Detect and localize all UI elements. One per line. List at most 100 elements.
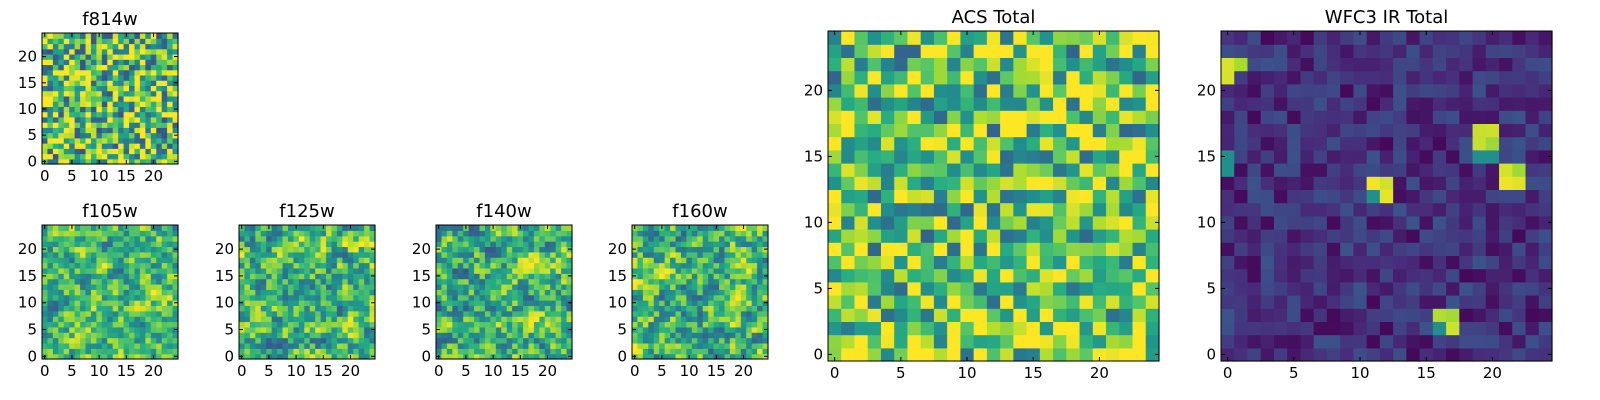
heatmap-cell <box>1106 255 1120 270</box>
heatmap-cell <box>479 348 486 355</box>
heatmap-cell <box>533 326 540 333</box>
heatmap-cell <box>118 33 125 39</box>
heatmap-cell <box>746 337 753 344</box>
heatmap-cell <box>757 321 764 328</box>
heatmap-cell <box>441 316 448 323</box>
heatmap-cell <box>828 268 842 283</box>
heatmap-cell <box>561 267 568 274</box>
heatmap-cell <box>1459 242 1474 256</box>
heatmap-cell <box>1066 123 1081 138</box>
heatmap-cell <box>161 310 168 317</box>
heatmap-cell <box>63 158 70 165</box>
heatmap-cell <box>1340 334 1354 349</box>
heatmap-cell <box>490 294 497 301</box>
heatmap-cell <box>664 246 671 253</box>
heatmap-cell <box>920 281 935 296</box>
heatmap-cell <box>277 305 284 312</box>
heatmap-cell <box>1485 44 1500 58</box>
heatmap-cell <box>364 273 371 280</box>
heatmap-cell <box>156 101 163 107</box>
heatmap-cell <box>523 289 530 296</box>
heatmap-cell <box>47 251 54 258</box>
heatmap-cell <box>156 158 163 165</box>
heatmap-cell <box>1366 176 1381 190</box>
heatmap-cell <box>304 294 311 301</box>
heatmap-cell <box>369 294 376 301</box>
heatmap-cell <box>107 267 114 274</box>
heatmap-cell <box>1472 229 1487 243</box>
heatmap-cell <box>58 85 65 92</box>
heatmap-cell <box>167 235 174 242</box>
heatmap-cell <box>364 300 371 306</box>
heatmap-cell <box>63 300 70 306</box>
heatmap-cell <box>42 38 49 45</box>
heatmap-cell <box>1221 97 1235 111</box>
heatmap-cell <box>740 251 747 258</box>
heatmap-cell <box>1459 229 1474 243</box>
heatmap-cell <box>702 251 709 258</box>
heatmap-cell <box>697 230 704 237</box>
heatmap-cell <box>1499 229 1513 243</box>
heatmap-cell <box>680 289 687 296</box>
heatmap-cell <box>134 69 141 76</box>
heatmap-cell <box>670 316 677 323</box>
heatmap-cell <box>484 305 491 312</box>
x-tick-label: 10 <box>680 362 699 380</box>
heatmap-cell <box>156 257 163 264</box>
heatmap-cell <box>653 278 660 285</box>
heatmap-cell <box>457 273 464 280</box>
heatmap-cell <box>364 241 371 248</box>
heatmap-cell <box>653 246 660 253</box>
heatmap-cell <box>517 310 524 317</box>
heatmap-cell <box>331 353 338 360</box>
heatmap-cell <box>724 289 731 296</box>
heatmap-cell <box>107 143 114 149</box>
heatmap-cell <box>1300 321 1315 336</box>
heatmap-cell <box>533 337 540 344</box>
heatmap-cell <box>85 101 92 107</box>
heatmap-cell <box>495 273 502 280</box>
heatmap-cell <box>973 202 988 217</box>
heatmap-cell <box>702 294 709 301</box>
heatmap-cell <box>854 176 869 190</box>
heatmap-cell <box>986 308 1001 322</box>
heatmap-cell <box>1326 321 1341 336</box>
heatmap-cell <box>315 278 322 285</box>
heatmap-cell <box>1512 281 1527 296</box>
heatmap-cell <box>85 289 92 296</box>
heatmap-cell <box>659 294 666 301</box>
heatmap-cell <box>757 348 764 355</box>
heatmap-cell <box>757 326 764 333</box>
heatmap-cell <box>1472 97 1487 111</box>
heatmap-cell <box>1379 347 1394 362</box>
heatmap-cell <box>134 74 141 81</box>
heatmap-cell <box>63 43 70 50</box>
heatmap-cell <box>58 158 65 165</box>
y-tick-label: 15 <box>1197 147 1216 165</box>
heatmap-cell <box>746 316 753 323</box>
heatmap-cell <box>713 278 720 285</box>
y-tick-label: 10 <box>18 294 37 312</box>
heatmap-cell <box>1446 347 1460 362</box>
heatmap-cell <box>1287 176 1302 190</box>
heatmap-cell <box>277 278 284 285</box>
heatmap-cell <box>42 241 49 248</box>
heatmap-cell <box>1406 202 1421 217</box>
heatmap-cell <box>632 348 639 355</box>
heatmap-cell <box>841 321 856 336</box>
heatmap-cell <box>675 321 682 328</box>
heatmap-cell <box>1406 123 1421 138</box>
heatmap-cell <box>457 241 464 248</box>
heatmap-cell <box>555 294 562 301</box>
y-tick-label: 0 <box>27 152 37 170</box>
heatmap-cell <box>58 64 65 71</box>
heatmap-cell <box>512 230 519 237</box>
heatmap-cell <box>1366 347 1381 362</box>
heatmap-cell <box>1221 281 1235 296</box>
heatmap-cell <box>139 64 146 71</box>
heatmap-cell <box>353 332 360 339</box>
heatmap-cell <box>63 69 70 76</box>
heatmap-cell <box>304 316 311 323</box>
heatmap-cell <box>708 246 715 253</box>
heatmap-cell <box>555 267 562 274</box>
